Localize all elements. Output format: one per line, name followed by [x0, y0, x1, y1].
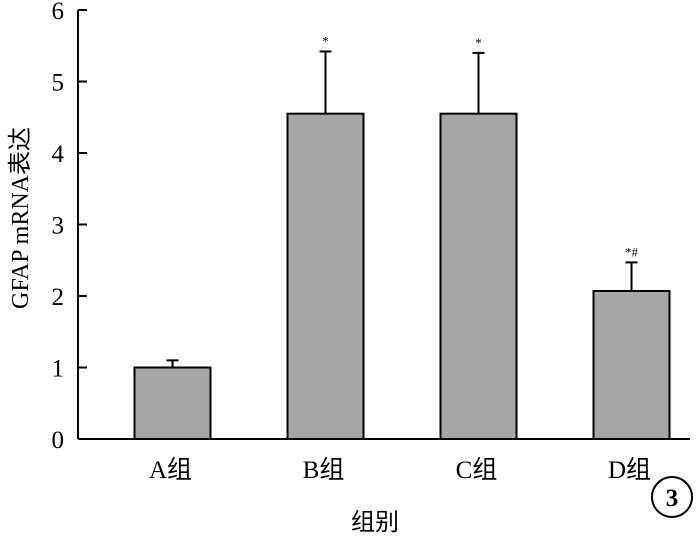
y-tick-label: 0 [52, 427, 65, 454]
significance-marker: * [475, 35, 482, 50]
x-axis: A组 B组 C组 D组 [78, 431, 690, 484]
x-tick-label: A组 [149, 456, 192, 484]
y-tick-label: 5 [52, 70, 65, 97]
error-bars [166, 50, 638, 368]
y-axis: 0 1 2 3 4 5 6 [52, 0, 87, 454]
panel-label-circle [651, 476, 693, 518]
y-tick-label: 2 [52, 284, 65, 311]
x-tick-label: C组 [456, 456, 498, 484]
y-tick-label: 3 [52, 213, 65, 240]
x-axis-label: 组别 [351, 509, 399, 536]
y-axis-label: GFAP mRNA表达 [7, 127, 34, 309]
bars [133, 112, 671, 441]
significance-marker: * [322, 33, 329, 48]
bar [592, 289, 671, 440]
panel-label-text: 3 [666, 485, 679, 512]
bar [133, 366, 212, 440]
bar [286, 112, 365, 441]
y-tick-label: 1 [52, 356, 65, 383]
x-tick-label: B组 [303, 456, 345, 484]
y-tick-label: 4 [52, 141, 65, 168]
bar [439, 112, 518, 441]
significance-marker: *# [625, 244, 639, 259]
y-tick-label: 6 [52, 0, 65, 25]
panel-label: 3 [651, 476, 693, 518]
x-tick-label: D组 [608, 456, 651, 484]
significance-markers: * * *# [322, 33, 638, 259]
